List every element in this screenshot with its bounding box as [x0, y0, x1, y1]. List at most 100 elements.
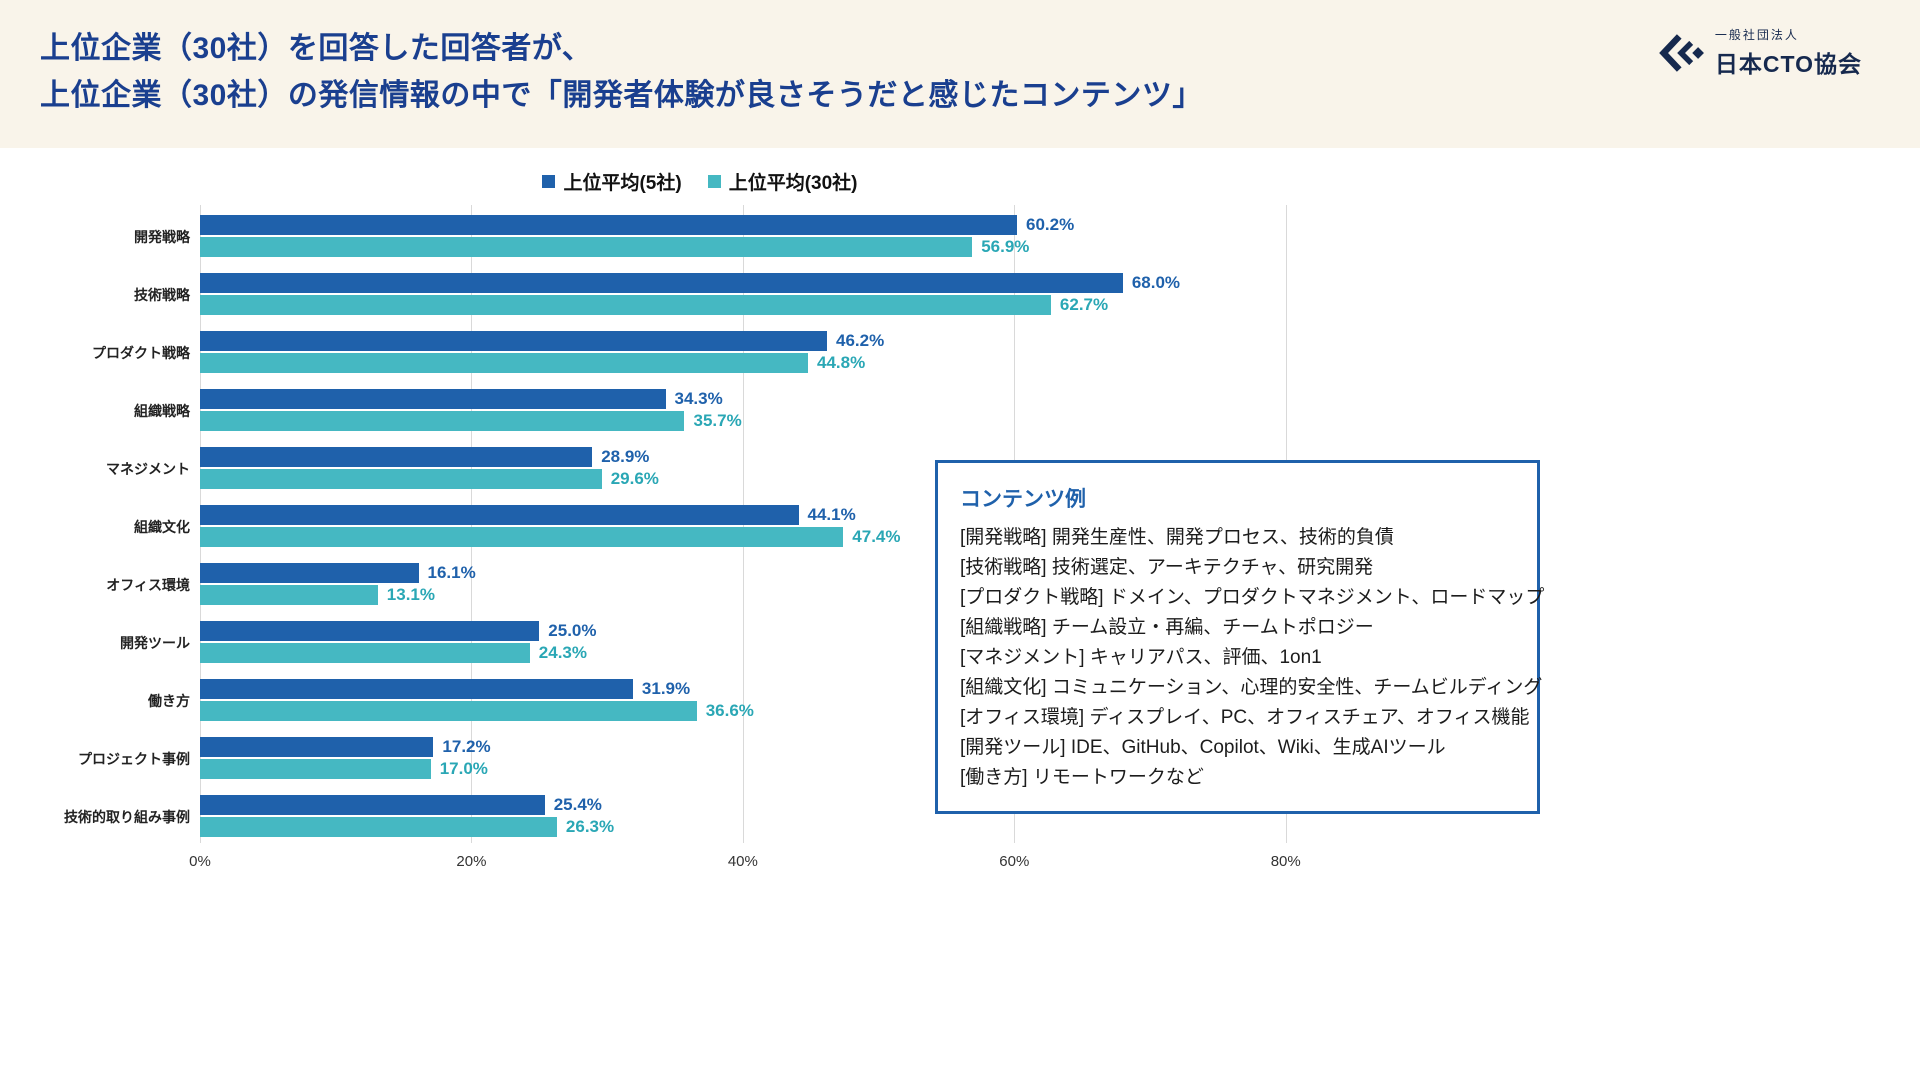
bar-series2 [200, 295, 1051, 315]
bar-value-label: 60.2% [1026, 215, 1075, 234]
bar-series2 [200, 469, 602, 489]
bar-value-label: 24.3% [538, 643, 587, 662]
bar-group: 開発ツール 25.0% 24.3% [120, 611, 1530, 669]
bar-group: プロダクト戦略 46.2% 44.8% [92, 321, 1530, 379]
bar-value-label: 44.1% [807, 505, 856, 524]
bar-value-label: 44.8% [817, 353, 866, 372]
bar-series2 [200, 237, 973, 257]
bar-series1 [200, 331, 827, 351]
bar-value-label: 13.1% [386, 585, 435, 604]
bar-series2 [200, 585, 378, 605]
bar-value-label: 68.0% [1131, 273, 1181, 292]
bar-series2 [200, 353, 808, 373]
x-axis-tick-label: 0% [189, 853, 211, 870]
org-logo: 一般社団法人 日本CTO協会 [1659, 26, 1862, 79]
bar-series1 [200, 273, 1123, 293]
bar-group: 開発戦略 60.2% 56.9% [134, 205, 1530, 263]
category-label: 働き方 [148, 693, 190, 709]
bar-series1 [200, 215, 1017, 235]
bar-value-label: 28.9% [601, 447, 650, 466]
bar-series1 [200, 679, 633, 699]
category-label: 組織文化 [134, 519, 190, 535]
bar-series1 [200, 621, 540, 641]
legend-label-series2: 上位平均(30社) [728, 173, 858, 194]
category-label: プロダクト戦略 [92, 345, 190, 361]
page-title-line2: 上位企業（30社）の発信情報の中で「開発者体験が良さそうだと感じたコンテンツ」 [40, 78, 1203, 112]
bar-series2 [200, 643, 530, 663]
content-box-item: [働き方] リモートワークなど [960, 767, 1204, 788]
content-box-item: [組織戦略] チーム設立・再編、チームトポロジー [960, 617, 1374, 638]
category-label: 開発戦略 [134, 229, 190, 245]
bar-group: 技術戦略 68.0% 62.7% [134, 263, 1530, 321]
bar-value-label: 35.7% [693, 411, 742, 430]
bar-series1 [200, 737, 434, 757]
bar-group: プロジェクト事例 17.2% 17.0% [78, 727, 1530, 785]
bar-value-label: 56.9% [981, 237, 1030, 256]
bar-value-label: 62.7% [1059, 295, 1109, 314]
legend-item-series1: 上位平均(5社) [542, 168, 682, 195]
bar-value-label: 17.0% [439, 759, 488, 778]
bar-group: 組織戦略 34.3% 35.7% [134, 379, 1530, 437]
legend-swatch-series1 [542, 175, 556, 188]
plot-area: 0% 20% 40% 60% 80% 開発戦略 60.2% 56.9% 技術戦略 68.0% 62.… [64, 205, 1530, 870]
bar-value-label: 47.4% [852, 527, 901, 546]
x-axis-tick-label: 40% [727, 853, 758, 870]
bar-series1 [200, 795, 545, 815]
content-box-item: [組織文化] コミュニケーション、心理的安全性、チームビルディング [960, 677, 1543, 698]
page-title-line1: 上位企業（30社）を回答した回答者が、 [40, 32, 593, 65]
bar-value-label: 46.2% [836, 331, 885, 350]
legend-swatch-series2 [707, 175, 721, 188]
bar-group: オフィス環境 16.1% 13.1% [106, 553, 1530, 611]
content-box-item: [技術戦略] 技術選定、アーキテクチャ、研究開発 [960, 557, 1374, 578]
bar-value-label: 25.0% [548, 621, 597, 640]
org-logo-text: 一般社団法人 日本CTO協会 [1715, 26, 1862, 79]
bar-value-label: 16.1% [427, 563, 476, 582]
legend-item-series2: 上位平均(30社) [707, 168, 858, 195]
bar-value-label: 34.3% [674, 389, 723, 408]
bar-group: マネジメント 28.9% 29.6% [106, 437, 1530, 495]
bar-series2 [200, 817, 557, 837]
page-title: 上位企業（30社）を回答した回答者が、 上位企業（30社）の発信情報の中で「開発… [0, 0, 1203, 119]
x-axis-tick-label: 20% [456, 853, 487, 870]
org-name-label: 日本CTO協会 [1714, 51, 1862, 77]
content-box-item: [開発ツール] IDE、GitHub、Copilot、Wiki、生成AIツール [960, 737, 1446, 758]
x-axis-tick-label: 60% [999, 853, 1030, 870]
bar-series2 [200, 411, 685, 431]
content-box-item: [プロダクト戦略] ドメイン、プロダクトマネジメント、ロードマップ [960, 587, 1545, 608]
bar-series2 [200, 701, 697, 721]
cto-association-logo-icon [1659, 32, 1705, 74]
bar-value-label: 25.4% [553, 795, 602, 814]
category-label: 開発ツール [120, 635, 190, 651]
content-box-item: [オフィス環境] ディスプレイ、PC、オフィスチェア、オフィス機能 [960, 707, 1530, 728]
bar-group: 技術的取り組み事例 25.4% 26.3% [64, 785, 1530, 843]
bar-value-label: 36.6% [705, 701, 754, 720]
bar-series2 [200, 527, 844, 547]
content-box-item: [マネジメント] キャリアパス、評価、1on1 [960, 647, 1322, 668]
bar-value-label: 26.3% [565, 817, 615, 836]
bar-group: 働き方 31.9% 36.6% [148, 669, 1530, 727]
category-label: オフィス環境 [106, 577, 190, 593]
category-label: 組織戦略 [134, 403, 190, 419]
bar-series1 [200, 389, 666, 409]
bar-series1 [200, 447, 593, 467]
chart-legend: 上位平均(5社) 上位平均(30社) [0, 168, 1400, 195]
bar-series1 [200, 563, 419, 583]
bar-series2 [200, 759, 431, 779]
bar-series1 [200, 505, 799, 525]
category-label: 技術的取り組み事例 [64, 809, 190, 825]
content-examples-box: コンテンツ例 [開発戦略] 開発生産性、開発プロセス、技術的負債 [技術戦略] … [935, 460, 1545, 814]
content-box-item: [開発戦略] 開発生産性、開発プロセス、技術的負債 [960, 527, 1394, 548]
x-axis-tick-label: 80% [1270, 853, 1301, 870]
legend-label-series1: 上位平均(5社) [563, 173, 682, 194]
content-box-title: コンテンツ例 [960, 488, 1086, 511]
bar-value-label: 29.6% [610, 469, 659, 488]
header: 上位企業（30社）を回答した回答者が、 上位企業（30社）の発信情報の中で「開発… [0, 0, 1920, 148]
org-type-label: 一般社団法人 [1714, 28, 1799, 42]
bar-value-label: 31.9% [641, 679, 691, 698]
category-label: 技術戦略 [134, 287, 190, 303]
bar-value-label: 17.2% [442, 737, 491, 756]
category-label: プロジェクト事例 [78, 751, 190, 767]
content-box-list: [開発戦略] 開発生産性、開発プロセス、技術的負債 [技術戦略] 技術選定、アー… [960, 523, 1545, 793]
category-label: マネジメント [106, 461, 190, 477]
